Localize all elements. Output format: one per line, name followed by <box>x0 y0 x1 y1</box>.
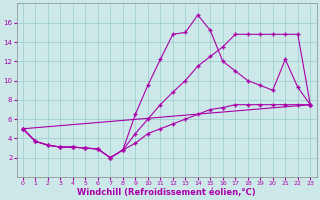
X-axis label: Windchill (Refroidissement éolien,°C): Windchill (Refroidissement éolien,°C) <box>77 188 256 197</box>
